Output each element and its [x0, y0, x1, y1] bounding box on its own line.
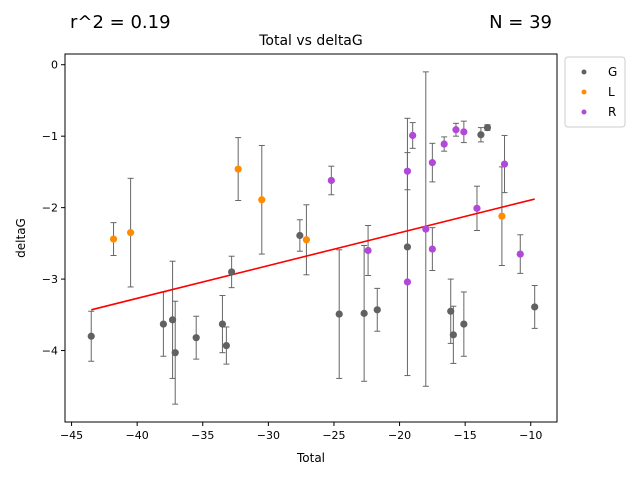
legend-label: R	[608, 105, 616, 119]
data-point-R	[403, 167, 412, 175]
data-point-R	[364, 246, 372, 255]
data-point-G	[168, 316, 177, 324]
chart-title: Total vs deltaG	[258, 33, 362, 49]
x-tick-label: −30	[257, 429, 280, 442]
data-point-L	[498, 212, 506, 220]
data-point-G	[159, 320, 167, 328]
data-point-R	[428, 245, 436, 253]
x-tick-label: −45	[60, 429, 83, 442]
data-point-R	[409, 131, 417, 140]
x-tick-label: −25	[322, 429, 345, 442]
r-squared-label: r^2 = 0.19	[70, 12, 171, 33]
x-axis-label: Total	[296, 451, 325, 465]
x-tick-label: −35	[191, 429, 214, 442]
data-point-G	[531, 303, 539, 311]
legend-marker	[581, 89, 587, 95]
data-point-R	[428, 159, 436, 167]
data-point-G	[403, 243, 412, 251]
data-point-R	[452, 126, 460, 134]
data-point-R	[422, 225, 430, 233]
y-ticks: −4 −3 −2 −1 0	[42, 59, 65, 358]
data-point-G	[447, 307, 455, 315]
y-tick-label: 0	[51, 59, 58, 72]
data-point-L	[109, 235, 118, 243]
sample-count-label: N = 39	[489, 12, 552, 33]
data-point-R	[516, 250, 524, 258]
y-tick-label: −2	[42, 202, 58, 215]
x-tick-label: −15	[454, 429, 477, 442]
fit-line	[91, 198, 535, 311]
x-ticks: −45 −40 −35 −30 −25 −20 −15 −10	[60, 422, 542, 442]
data-point-R	[473, 204, 481, 212]
data-point-R	[500, 160, 509, 168]
y-tick-label: −4	[42, 345, 58, 358]
data-point-G	[218, 320, 227, 328]
legend-box	[564, 56, 626, 128]
x-tick-label: −20	[388, 429, 411, 442]
data-point-R	[460, 128, 468, 136]
y-tick-label: −3	[42, 273, 58, 286]
data-point-G	[335, 310, 343, 318]
data-point-G	[460, 320, 468, 328]
legend-label: G	[608, 65, 617, 79]
data-point-G	[192, 334, 200, 342]
data-point-G	[373, 306, 381, 314]
x-tick-label: −40	[126, 429, 149, 442]
y-tick-label: −1	[42, 130, 58, 143]
data-point-G	[477, 131, 485, 139]
data-point-G	[87, 332, 95, 340]
legend-marker	[581, 109, 587, 115]
fit-line-group	[91, 198, 535, 311]
data-point-G	[296, 231, 304, 240]
plot-frame	[64, 53, 558, 423]
data-point-G	[483, 124, 492, 132]
x-tick-label: −10	[519, 429, 542, 442]
legend-marker	[581, 69, 587, 75]
error-bars	[88, 71, 538, 405]
data-point-G	[228, 268, 236, 276]
data-point-G	[360, 309, 368, 317]
data-point-L	[127, 229, 135, 237]
data-point-R	[440, 140, 448, 148]
data-point-R	[327, 176, 335, 185]
data-point-G	[171, 349, 179, 357]
data-point-L	[258, 196, 266, 204]
data-point-L	[302, 236, 311, 244]
legend: GLR	[564, 56, 626, 128]
y-axis-label: deltaG	[14, 218, 28, 258]
data-points	[87, 124, 539, 357]
data-point-G	[222, 341, 230, 350]
data-point-L	[234, 165, 242, 173]
data-point-R	[403, 278, 412, 286]
data-point-G	[449, 331, 457, 339]
legend-label: L	[608, 85, 615, 99]
